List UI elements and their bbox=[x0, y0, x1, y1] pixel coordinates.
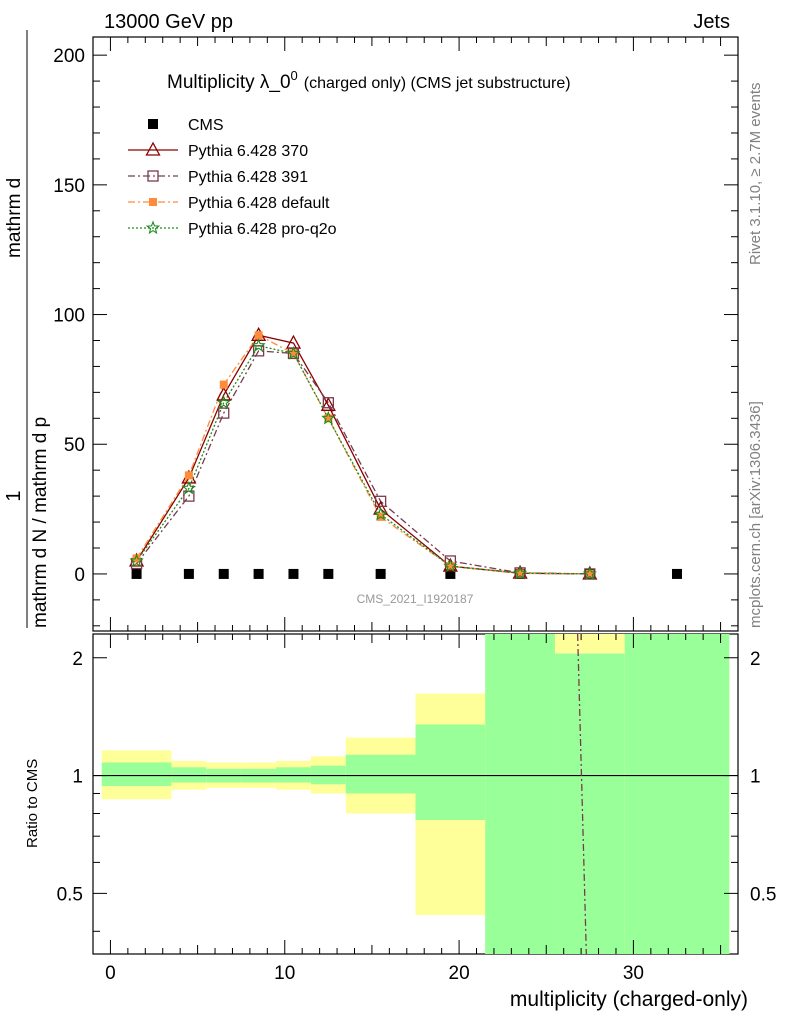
y-tick-label: 50 bbox=[64, 435, 85, 456]
legend-label: Pythia 6.428 391 bbox=[188, 169, 308, 186]
legend-label: CMS bbox=[188, 117, 224, 134]
analysis-id-label: CMS_2021_I1920187 bbox=[357, 592, 474, 606]
legend: CMS Pythia 6.428 370 Pythia 6.428 391 Pythi… bbox=[128, 117, 337, 238]
main-ylabel-denominator: mathrm d N / mathrm d p bbox=[30, 417, 51, 628]
data-point bbox=[216, 386, 232, 401]
legend-marker bbox=[145, 141, 161, 156]
data-point bbox=[253, 568, 264, 579]
data-point bbox=[218, 407, 230, 419]
data-point bbox=[216, 395, 231, 409]
data-point bbox=[183, 568, 194, 579]
ratio-lines bbox=[93, 633, 738, 955]
series-lines bbox=[136, 334, 590, 575]
ratio-band-green bbox=[415, 724, 486, 820]
y-tick-label: 200 bbox=[53, 46, 85, 67]
main-ylabel-top: mathrm d bbox=[4, 178, 25, 258]
x-tick-label: 20 bbox=[449, 963, 470, 984]
ratio-band-green bbox=[485, 634, 555, 954]
ratio-y-tick-label-right: 0.5 bbox=[750, 884, 776, 905]
series-line bbox=[136, 350, 590, 575]
series-markers bbox=[128, 326, 682, 581]
data-point bbox=[251, 338, 266, 352]
chart-title: Multiplicity λ_00 (charged only) (CMS jet… bbox=[167, 68, 571, 93]
data-point bbox=[322, 397, 334, 409]
x-tick-label: 0 bbox=[105, 963, 116, 984]
main-ylabel-numerator: 1 bbox=[3, 490, 25, 501]
data-point bbox=[288, 568, 299, 579]
data-point bbox=[132, 554, 141, 563]
data-point bbox=[184, 471, 193, 480]
ratio-band-green bbox=[345, 754, 416, 794]
chart-title-main: Multiplicity λ_0 bbox=[167, 72, 291, 93]
x-tick-label: 10 bbox=[274, 963, 295, 984]
data-point bbox=[254, 331, 263, 340]
ratio-y-tick-label: 2 bbox=[72, 649, 83, 670]
series-line bbox=[136, 344, 590, 575]
main-ylabel: 1 mathrm d N / mathrm d p mathrm d bbox=[3, 30, 51, 628]
x-tick-label: 30 bbox=[623, 963, 644, 984]
data-point bbox=[582, 566, 597, 581]
data-point bbox=[289, 349, 298, 358]
ratio-band-green bbox=[171, 767, 207, 783]
y-tick-label: 150 bbox=[53, 176, 85, 197]
series-line bbox=[136, 334, 590, 575]
ratio-series-line bbox=[576, 633, 587, 955]
mcplots-label: mcplots.cern.ch [arXiv:1306.3436] bbox=[747, 401, 764, 628]
chart-subtitle: (charged only) (CMS jet substructure) bbox=[304, 75, 571, 92]
data-point bbox=[323, 568, 334, 579]
data-point bbox=[181, 480, 197, 495]
data-point bbox=[321, 410, 336, 425]
ratio-band-yellow bbox=[554, 634, 625, 654]
ratio-y-tick-label: 1 bbox=[72, 767, 83, 788]
xaxis-label: multiplicity (charged-only) bbox=[510, 988, 748, 1011]
data-point bbox=[286, 346, 301, 360]
ratio-band-green bbox=[624, 634, 730, 954]
data-point bbox=[219, 380, 228, 389]
data-point bbox=[129, 553, 144, 567]
header-left: 13000 GeV pp bbox=[104, 11, 233, 33]
data-point bbox=[585, 569, 594, 578]
data-point bbox=[320, 396, 336, 411]
data-point bbox=[516, 569, 525, 578]
data-point bbox=[445, 568, 456, 579]
legend-marker bbox=[145, 220, 161, 235]
chart-title-sup: 0 bbox=[291, 68, 298, 83]
ratio-y-tick-label-right: 2 bbox=[750, 649, 761, 670]
main-plot-frame bbox=[92, 36, 739, 632]
legend-label: Pythia 6.428 370 bbox=[188, 143, 308, 160]
data-point bbox=[373, 506, 388, 521]
data-point bbox=[252, 345, 265, 357]
legend-marker bbox=[147, 170, 159, 182]
ratio-band-green bbox=[554, 653, 625, 954]
data-point bbox=[512, 565, 528, 580]
header-right: Jets bbox=[693, 11, 730, 33]
data-point bbox=[374, 495, 387, 507]
ratio-bands bbox=[101, 634, 730, 954]
ratio-y-tick-label: 0.5 bbox=[57, 884, 83, 905]
legend-marker bbox=[148, 119, 158, 129]
data-point bbox=[375, 568, 386, 579]
data-point bbox=[218, 568, 229, 579]
data-point bbox=[131, 568, 142, 579]
data-point bbox=[446, 562, 455, 571]
data-point bbox=[443, 558, 458, 573]
ratio-ylabel: Ratio to CMS bbox=[24, 759, 41, 848]
y-tick-label: 0 bbox=[74, 565, 85, 586]
ratio-band-green bbox=[276, 767, 311, 783]
y-tick-label: 100 bbox=[53, 306, 85, 327]
main-axis-ticks: 0 50 100 150 200 bbox=[53, 37, 738, 631]
data-point bbox=[671, 568, 682, 579]
rivet-version-label: Rivet 3.1.10, ≥ 2.7M events bbox=[747, 83, 764, 266]
ratio-y-tick-label-right: 1 bbox=[750, 767, 761, 788]
ratio-band-green bbox=[101, 762, 172, 787]
legend-label: Pythia 6.428 default bbox=[188, 195, 330, 212]
legend-marker bbox=[149, 198, 157, 206]
series-line bbox=[136, 334, 590, 575]
data-point bbox=[324, 414, 333, 423]
ratio-axis-ticks: 0 10 20 30 0.5 0.5 1 1 2 2 bbox=[57, 634, 776, 984]
legend-label: Pythia 6.428 pro-q2o bbox=[188, 221, 337, 238]
ratio-plot-frame bbox=[92, 633, 739, 955]
